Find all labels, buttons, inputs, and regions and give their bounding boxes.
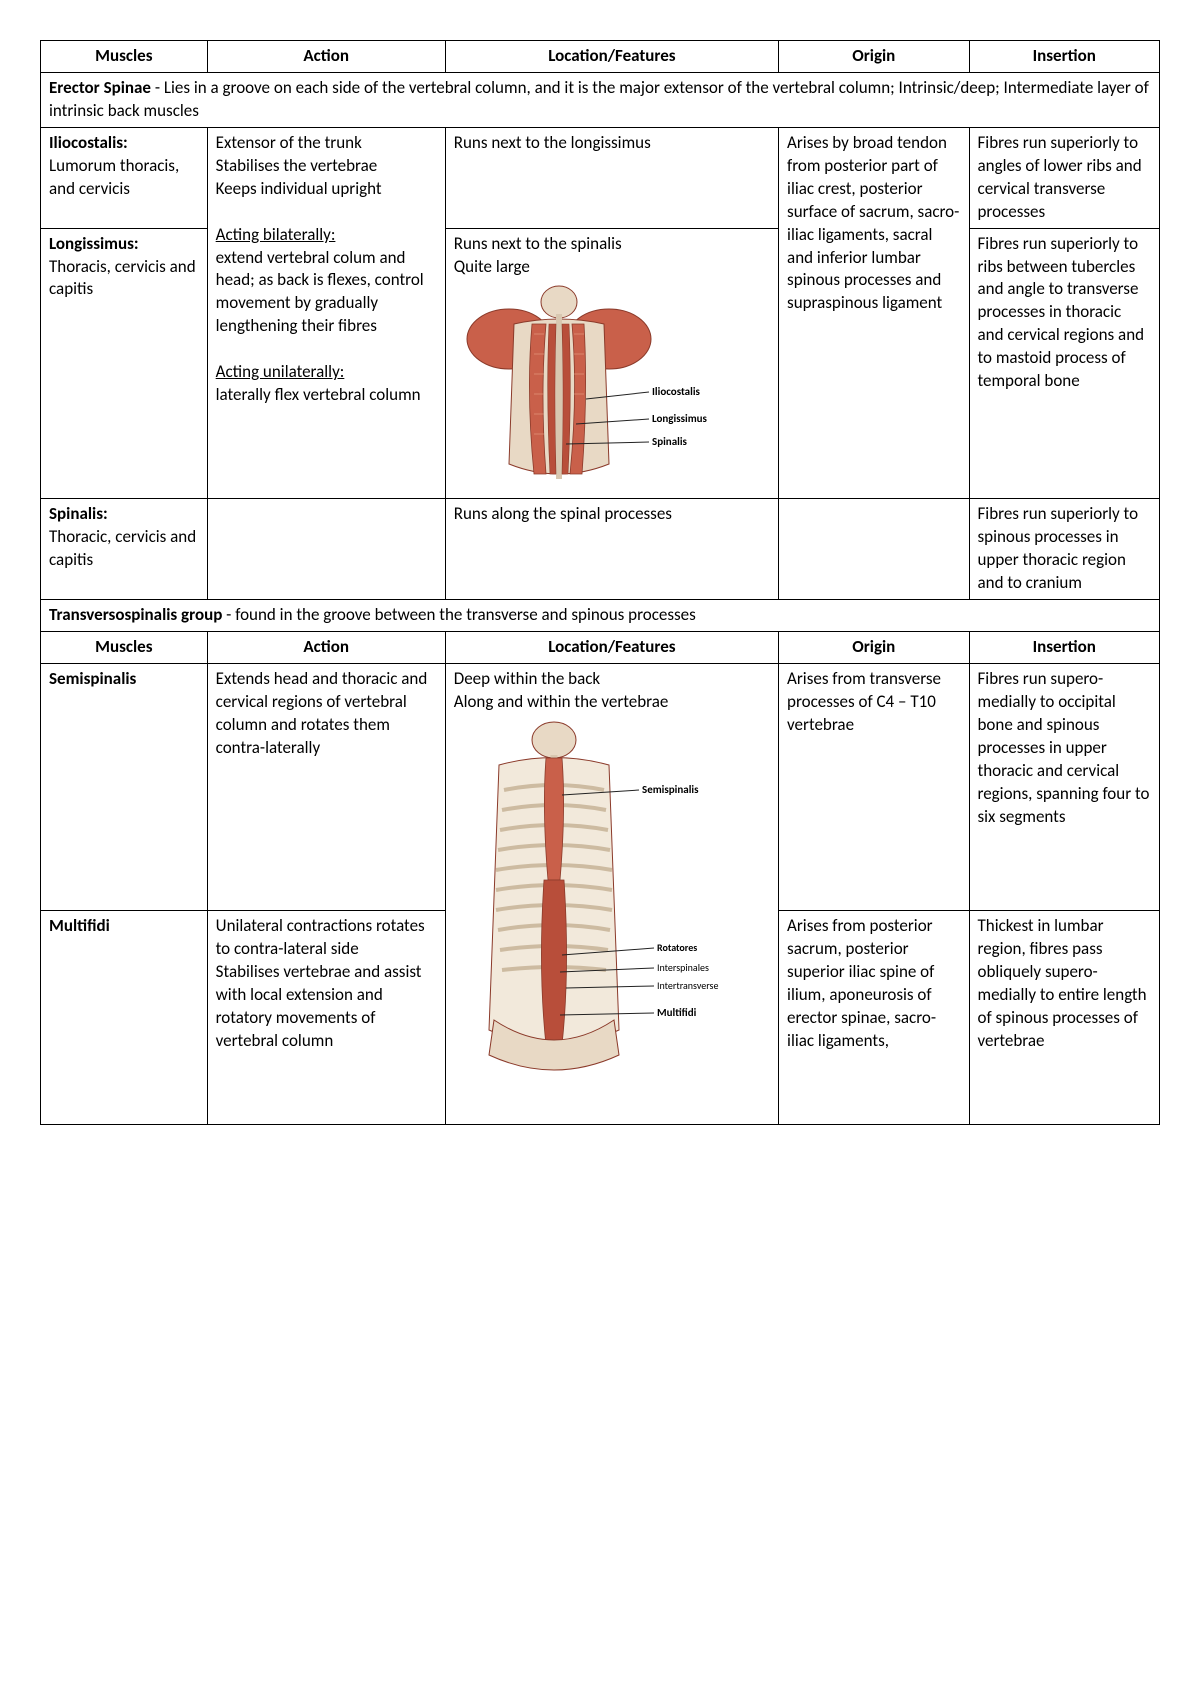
ilio-origin: Arises by broad tendon from posterior pa…: [787, 132, 959, 222]
fig-label-multifidi: Multifidi: [657, 1006, 697, 1019]
semi-name: Semispinalis: [49, 668, 136, 689]
ilio-name: Iliocostalis:: [49, 132, 128, 153]
table-header-row: Muscles Action Location/Features Origin …: [41, 41, 1160, 73]
long-origin: iliac ligaments, sacral and inferior lum…: [787, 224, 942, 314]
header-muscles: Muscles: [41, 41, 208, 73]
semi-action: Extends head and thoracic and cervical r…: [216, 668, 428, 758]
multi-origin: Arises from posterior sacrum, posterior …: [787, 915, 936, 1051]
action-unilat-label: Acting unilaterally:: [216, 361, 345, 382]
action-unilat-text: laterally flex vertebral column: [216, 384, 421, 405]
transversospinalis-figure: Semispinalis Rotatores Interspinales Int…: [454, 720, 770, 1120]
long-insertion: Fibres run superiorly to ribs between tu…: [978, 233, 1145, 392]
long-location-text: Runs next to the spinalis Quite large: [454, 233, 622, 277]
section2-rest: - found in the groove between the transv…: [222, 604, 695, 625]
semi-insertion: Fibres run supero-medially to occipital …: [978, 668, 1150, 827]
row-iliocostalis: Iliocostalis: Lumorum thoracis, and cerv…: [41, 127, 1160, 228]
section2-lead: Transversospinalis group: [49, 604, 222, 625]
ilio-action-top: Extensor of the trunk Stabilises the ver…: [216, 132, 382, 199]
fig-label-interspinales: Interspinales: [657, 961, 709, 974]
section-erector-spinae: Erector Spinae - Lies in a groove on eac…: [41, 72, 1160, 127]
anatomy-table: Muscles Action Location/Features Origin …: [40, 40, 1160, 1125]
header2-insertion: Insertion: [969, 632, 1160, 664]
row-semispinalis: Semispinalis Extends head and thoracic a…: [41, 664, 1160, 911]
header-origin: Origin: [779, 41, 969, 73]
header-insertion: Insertion: [969, 41, 1160, 73]
multi-insertion: Thickest in lumbar region, fibres pass o…: [978, 915, 1147, 1051]
spin-insertion: Fibres run superiorly to spinous process…: [978, 503, 1139, 593]
semi-location-text: Deep within the back Along and within th…: [454, 668, 669, 712]
multi-action: Unilateral contractions rotates to contr…: [216, 915, 425, 1051]
fig-label-iliocostalis: Iliocostalis: [652, 385, 701, 398]
section1-rest: - Lies in a groove on each side of the v…: [49, 77, 1149, 121]
long-name: Longissimus:: [49, 233, 139, 254]
header2-location: Location/Features: [445, 632, 778, 664]
section-transversospinalis: Transversospinalis group - found in the …: [41, 600, 1160, 632]
spin-sub: Thoracic, cervicis and capitis: [49, 526, 196, 570]
multi-name: Multifidi: [49, 915, 110, 936]
fig-label-longissimus: Longissimus: [652, 412, 708, 425]
header2-origin: Origin: [779, 632, 969, 664]
semi-origin: Arises from transverse processes of C4 –…: [787, 668, 941, 735]
spin-name: Spinalis:: [49, 503, 108, 524]
action-bilat-label: Acting bilaterally:: [216, 224, 336, 245]
row-spinalis: Spinalis: Thoracic, cervicis and capitis…: [41, 499, 1160, 600]
erector-spinae-figure: Iliocostalis Longissimus Spinalis: [454, 284, 770, 494]
header-location: Location/Features: [445, 41, 778, 73]
long-sub: Thoracis, cervicis and capitis: [49, 256, 196, 300]
action-bilat-text: extend vertebral colum and head; as back…: [216, 247, 424, 337]
ilio-location: Runs next to the longissimus: [454, 132, 651, 153]
spin-location: Runs along the spinal processes: [454, 503, 672, 524]
ilio-sub: Lumorum thoracis, and cervicis: [49, 155, 179, 199]
header-action: Action: [207, 41, 445, 73]
fig-label-intertransverse: Intertransverse: [657, 979, 718, 992]
ilio-insertion: Fibres run superiorly to angles of lower…: [978, 132, 1142, 222]
fig-label-rotatores: Rotatores: [657, 941, 697, 954]
header2-action: Action: [207, 632, 445, 664]
header2-muscles: Muscles: [41, 632, 208, 664]
fig-label-spinalis: Spinalis: [652, 435, 688, 448]
section1-lead: Erector Spinae: [49, 77, 151, 98]
table-header-row-2: Muscles Action Location/Features Origin …: [41, 632, 1160, 664]
fig-label-semispinalis: Semispinalis: [642, 783, 699, 796]
